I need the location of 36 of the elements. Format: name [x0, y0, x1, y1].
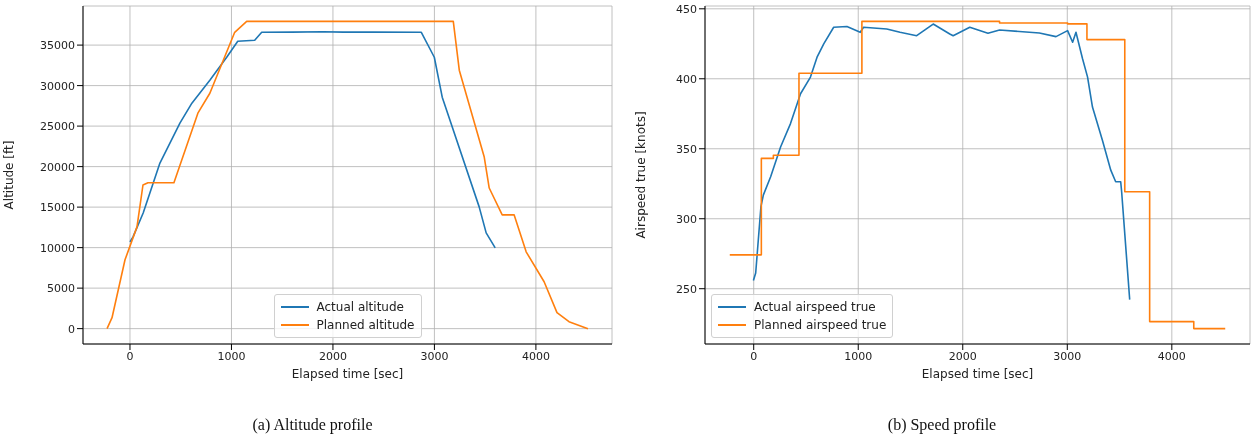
y-tick-label: 250: [676, 282, 697, 296]
y-tick-label: 400: [676, 72, 697, 86]
x-tick-label: 3000: [1053, 349, 1082, 363]
x-axis-title: Elapsed time [sec]: [291, 367, 404, 381]
x-tick-label: 1000: [217, 349, 246, 363]
x-tick-label: 1000: [844, 349, 873, 363]
y-axis-title: Airspeed true [knots]: [634, 111, 649, 239]
y-axis-title: Altitude [ft]: [2, 140, 17, 210]
text: (a) Altitude profile: [251, 416, 374, 434]
y-tick-label: 10000: [40, 241, 75, 255]
y-tick-label: 5000: [47, 282, 75, 296]
x-tick-label: 3000: [420, 349, 449, 363]
y-tick-label: 35000: [40, 39, 75, 52]
y-tick-label: 350: [676, 142, 697, 156]
line-series: [106, 20, 589, 330]
legend-label: Actual altitude: [316, 299, 404, 316]
x-tick-label: 2000: [318, 349, 347, 363]
y-tick-label: 450: [676, 2, 697, 16]
legend-label: Actual airspeed true: [754, 299, 876, 316]
y-tick-label: 300: [676, 212, 697, 226]
y-tick-label: 25000: [40, 120, 75, 134]
x-tick-label: 0: [750, 349, 758, 363]
x-axis-title: Elapsed time [sec]: [921, 367, 1034, 381]
y-tick-label: 30000: [40, 79, 75, 93]
text: (b) Speed profile: [886, 416, 998, 434]
y-tick-label: 15000: [40, 201, 75, 215]
x-tick-label: 2000: [948, 349, 977, 363]
legend-label: Planned altitude: [316, 317, 415, 334]
legend-label: Planned airspeed true: [754, 317, 887, 334]
line-series: [752, 23, 1131, 301]
y-tick-label: 0: [68, 322, 75, 336]
x-tick-label: 4000: [521, 349, 550, 363]
y-tick-label: 20000: [40, 160, 75, 174]
line-series: [129, 30, 496, 249]
x-tick-label: 4000: [1157, 349, 1186, 363]
x-tick-label: 0: [126, 349, 134, 363]
